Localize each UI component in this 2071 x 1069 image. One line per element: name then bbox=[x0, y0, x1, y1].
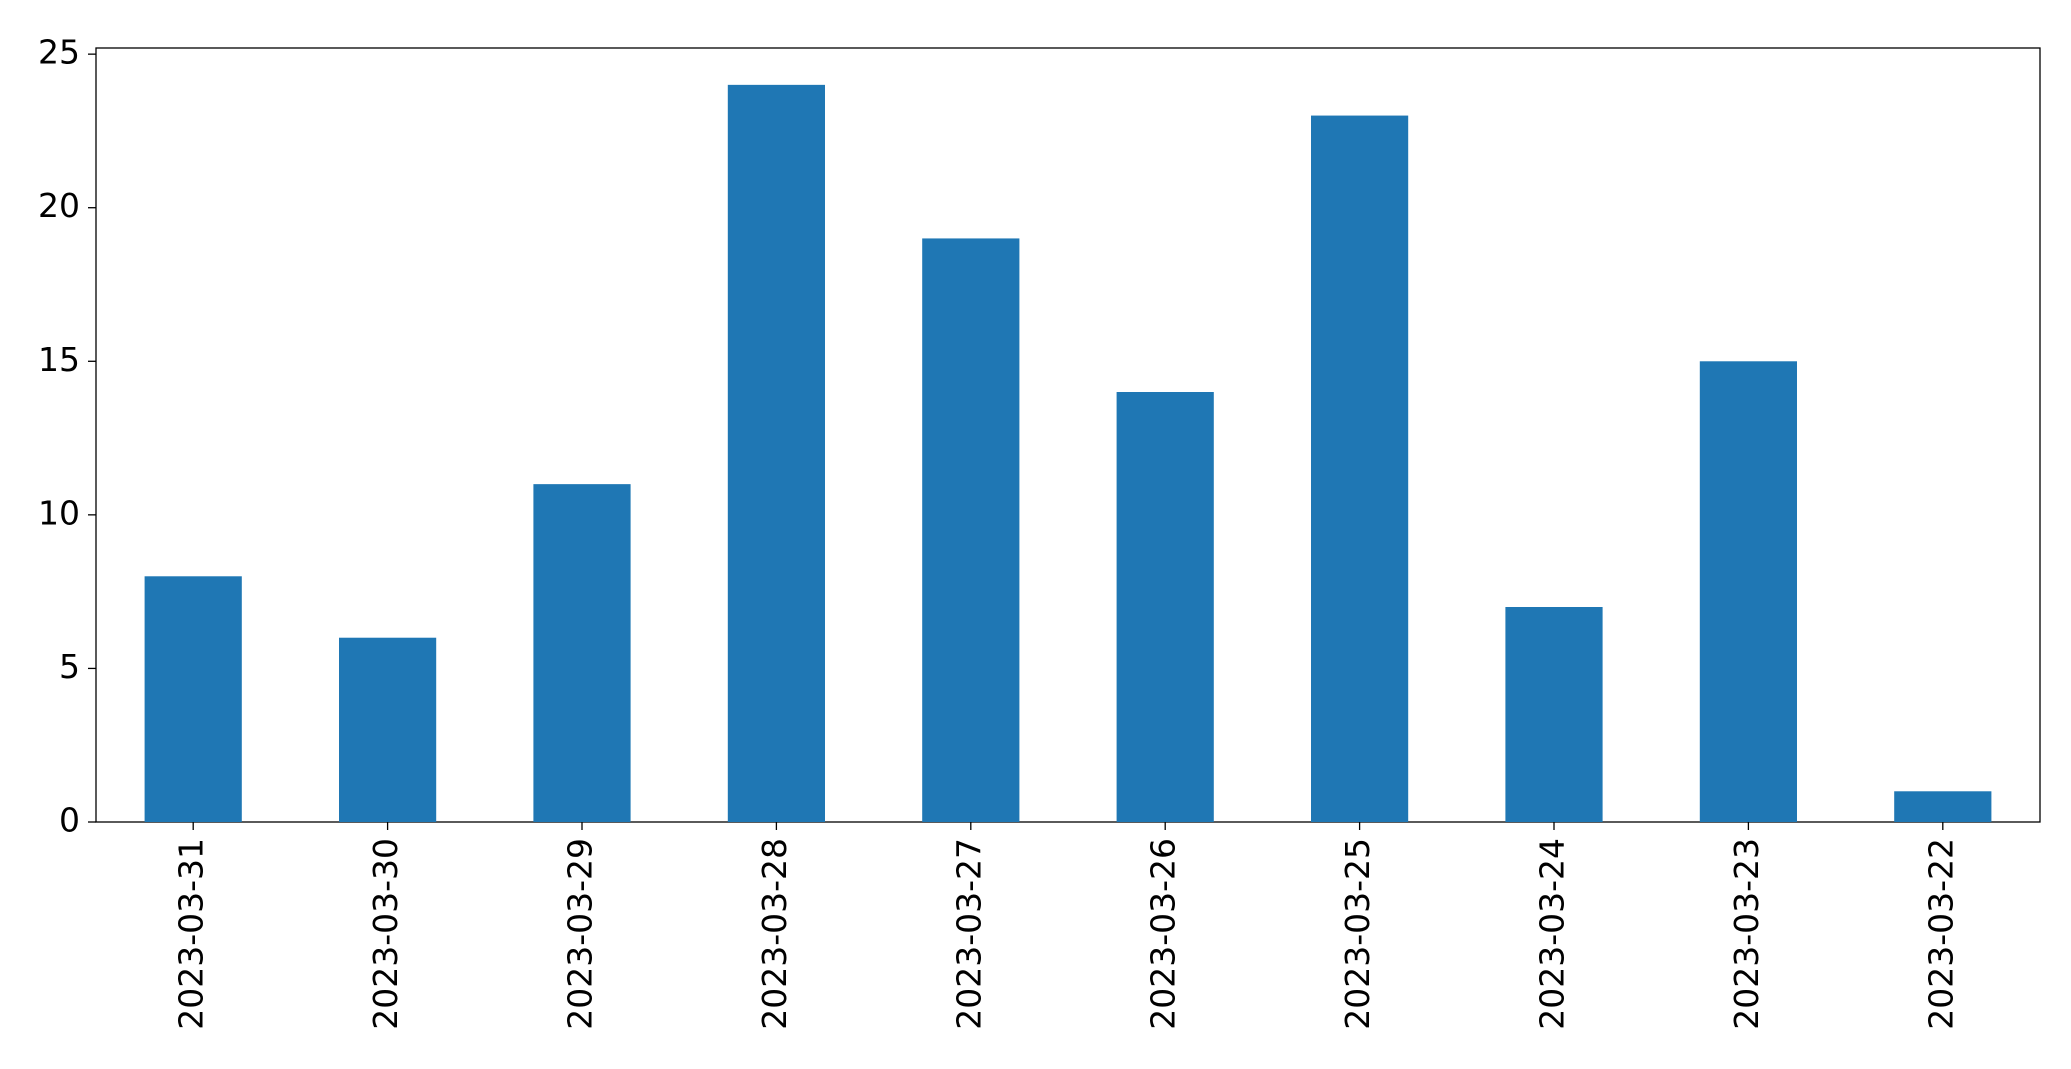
bar bbox=[1116, 392, 1214, 822]
bar bbox=[1505, 607, 1603, 822]
bar bbox=[1894, 791, 1992, 822]
y-tick-label: 25 bbox=[38, 33, 80, 72]
bar bbox=[1311, 115, 1409, 823]
x-tick-label: 2023-03-27 bbox=[949, 838, 988, 1030]
y-tick-label: 20 bbox=[38, 186, 80, 225]
y-tick-label: 5 bbox=[59, 647, 80, 686]
x-tick-label: 2023-03-30 bbox=[366, 838, 405, 1030]
x-tick-label: 2023-03-25 bbox=[1338, 838, 1377, 1030]
y-tick-label: 0 bbox=[59, 801, 80, 840]
x-tick-label: 2023-03-29 bbox=[561, 838, 600, 1030]
x-tick-label: 2023-03-26 bbox=[1144, 838, 1183, 1030]
bar bbox=[1699, 361, 1797, 822]
plot-frame bbox=[95, 47, 2041, 823]
x-tick-label: 2023-03-22 bbox=[1921, 838, 1960, 1030]
x-tick-label: 2023-03-31 bbox=[172, 838, 211, 1030]
x-tick-label: 2023-03-24 bbox=[1533, 838, 1572, 1030]
bar bbox=[727, 84, 825, 823]
bar bbox=[533, 484, 631, 822]
bar bbox=[922, 238, 1020, 822]
bar bbox=[144, 576, 242, 822]
x-tick-label: 2023-03-23 bbox=[1727, 838, 1766, 1030]
x-tick-label: 2023-03-28 bbox=[755, 838, 794, 1030]
y-tick-label: 15 bbox=[38, 340, 80, 379]
y-tick-label: 10 bbox=[38, 493, 80, 532]
bar bbox=[339, 637, 437, 822]
